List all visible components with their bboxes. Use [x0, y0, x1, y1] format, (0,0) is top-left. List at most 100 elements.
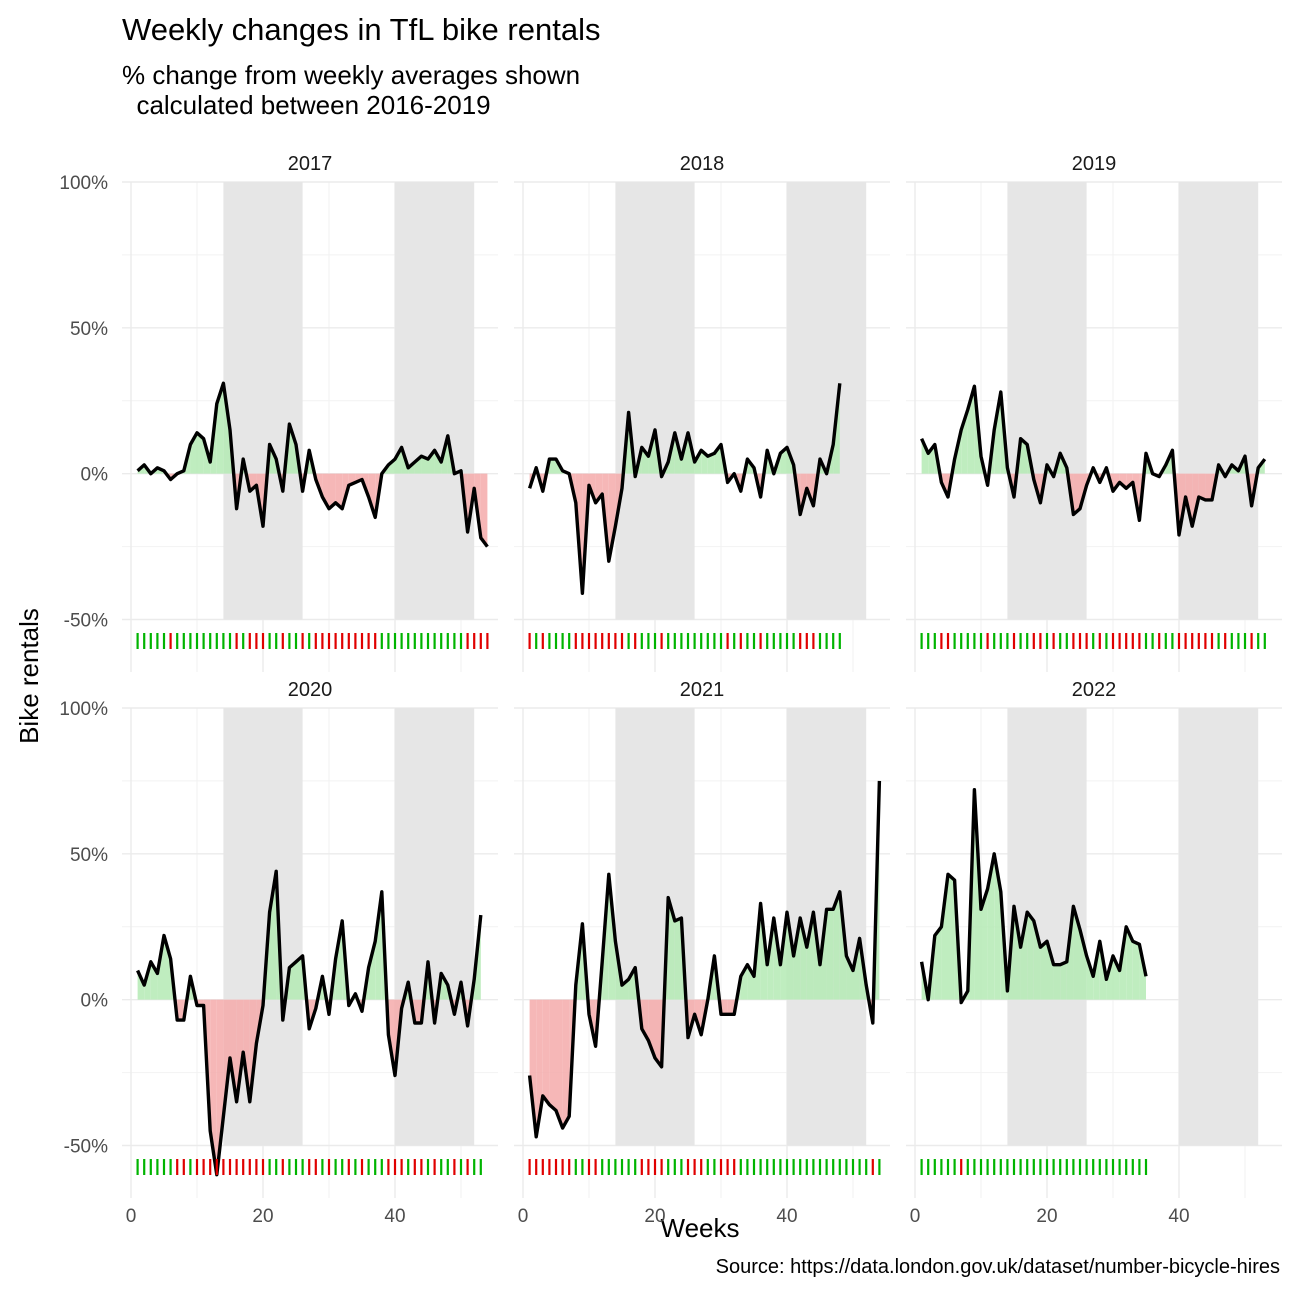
positive-area [1027, 912, 1034, 1000]
positive-area [1020, 438, 1028, 474]
panel-title: 2022 [1072, 679, 1117, 701]
positive-area [414, 456, 422, 474]
chart-title: Weekly changes in TfL bike rentals [122, 12, 601, 47]
panel-2022: 2022 [906, 679, 1282, 1198]
y-tick-label: 50% [70, 845, 108, 866]
negative-area [236, 999, 244, 1102]
shaded-period [1179, 708, 1259, 1146]
positive-area [707, 453, 715, 474]
positive-area [1086, 955, 1094, 1000]
negative-area [1205, 473, 1212, 500]
panel-title: 2018 [680, 153, 725, 175]
positive-area [1132, 941, 1140, 1000]
positive-area [833, 891, 840, 1000]
negative-area [655, 999, 662, 1067]
x-tick-label: 0 [518, 1206, 529, 1227]
y-tick-label: 0% [81, 465, 109, 486]
positive-area [628, 967, 636, 1000]
shaded-period [615, 182, 695, 620]
positive-area [289, 424, 296, 474]
positive-area [375, 891, 382, 1000]
series-line [920, 384, 1267, 537]
y-tick-label: -50% [64, 611, 108, 632]
series-line [136, 381, 489, 548]
positive-area [948, 874, 955, 1000]
positive-area [826, 909, 834, 1000]
series-line [919, 788, 1148, 1005]
positive-area [428, 450, 435, 474]
positive-area [549, 459, 556, 474]
negative-area [556, 999, 563, 1128]
positive-area [1053, 964, 1061, 1000]
positive-area [921, 438, 929, 474]
positive-area [1020, 912, 1028, 1000]
y-tick-label: 100% [59, 699, 108, 720]
positive-area [335, 920, 343, 1000]
source-caption: Source: https://data.london.gov.uk/datas… [715, 1256, 1280, 1278]
positive-area [289, 961, 296, 1000]
negative-area [177, 999, 184, 1021]
positive-area [1047, 941, 1054, 1000]
positive-area [994, 392, 1001, 474]
negative-area [322, 473, 329, 509]
shaded-period [1179, 182, 1259, 620]
positive-area [806, 912, 814, 1000]
shaded-period [223, 182, 303, 620]
negative-area [480, 473, 488, 547]
positive-area [164, 935, 171, 1000]
panel-2018: 2018 [514, 153, 890, 672]
positive-area [296, 955, 303, 1000]
positive-area [368, 941, 376, 1000]
x-tick-label: 20 [644, 1206, 665, 1227]
negative-area [329, 473, 336, 509]
series-line [527, 383, 842, 595]
positive-area [1126, 926, 1133, 1000]
positive-area [421, 456, 428, 474]
negative-area [727, 999, 735, 1015]
y-tick-label: 0% [81, 991, 109, 1012]
shaded-period [1007, 182, 1087, 620]
negative-area [721, 999, 728, 1015]
negative-area [335, 473, 343, 509]
y-tick-label: 100% [59, 173, 108, 194]
x-tick-label: 40 [384, 1206, 405, 1227]
panel-2021: 2021 [514, 679, 890, 1198]
positive-area [1080, 929, 1087, 1000]
positive-area [395, 447, 402, 474]
panel-2020: 2020 [122, 679, 498, 1198]
positive-area [1040, 941, 1047, 1000]
y-tick-label: -50% [64, 1137, 108, 1158]
positive-area [934, 926, 942, 1000]
negative-area [549, 999, 556, 1111]
positive-area [216, 383, 224, 474]
negative-area [562, 999, 570, 1128]
positive-area [668, 897, 675, 1000]
x-tick-label: 40 [776, 1206, 797, 1227]
positive-area [941, 874, 948, 1000]
x-tick-label: 20 [252, 1206, 273, 1227]
negative-area [1198, 473, 1206, 500]
x-tick-label: 20 [1036, 1206, 1057, 1227]
x-axis-label: Weeks [661, 1213, 740, 1243]
shaded-period [395, 182, 475, 620]
panel-2017: 2017 [122, 153, 498, 672]
panel-title: 2017 [288, 153, 333, 175]
positive-area [987, 853, 995, 1000]
y-axis-label: Bike rentals [14, 608, 44, 744]
panel-title: 2020 [288, 679, 333, 701]
positive-area [1060, 961, 1067, 1000]
negative-area [529, 999, 537, 1137]
chart-subtitle: % change from weekly averages shown calc… [122, 60, 581, 120]
negative-area [1073, 473, 1080, 515]
shaded-period [787, 182, 867, 620]
series-line [527, 780, 882, 1139]
positive-area [441, 973, 448, 1000]
x-tick-label: 0 [910, 1206, 921, 1227]
negative-area [243, 999, 250, 1102]
x-tick-label: 40 [1168, 1206, 1189, 1227]
negative-area [414, 999, 422, 1023]
x-tick-label: 0 [126, 1206, 137, 1227]
series-line [136, 869, 483, 1177]
shaded-period [395, 708, 475, 1146]
